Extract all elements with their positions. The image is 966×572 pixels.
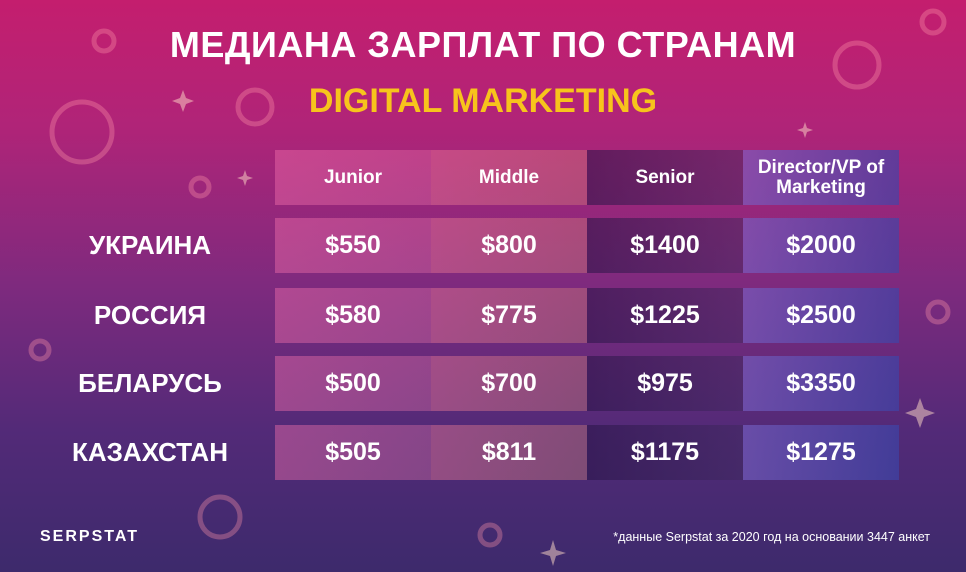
salary-cell: $975 [587,356,743,411]
salary-cell: $1175 [587,425,743,480]
salary-cell: $1225 [587,288,743,343]
salary-cell: $3350 [743,356,899,411]
salary-cell: $700 [431,356,587,411]
salary-cell: $811 [431,425,587,480]
column-header: Junior [275,150,431,205]
subtitle: DIGITAL MARKETING [308,82,658,120]
salary-cell: $1400 [587,218,743,273]
salary-cell: $2000 [743,218,899,273]
row-label: БЕЛАРУСЬ [78,368,222,398]
row-label: КАЗАХСТАН [72,437,228,467]
row-label: РОССИЯ [93,300,207,330]
salary-cell: $1275 [743,425,899,480]
footnote: *данные Serpstat за 2020 год на основани… [613,530,930,544]
column-header: Senior [587,150,743,205]
salary-cell: $580 [275,288,431,343]
column-header: Middle [431,150,587,205]
logo: SERPSTAT [40,528,139,545]
salary-cell: $775 [431,288,587,343]
salary-cell: $800 [431,218,587,273]
salary-cell: $500 [275,356,431,411]
salary-cell: $505 [275,425,431,480]
salary-cell: $2500 [743,288,899,343]
title: МЕДИАНА ЗАРПЛАТ ПО СТРАНАМ [169,24,797,65]
row-label: УКРАИНА [88,230,212,260]
column-header: Director/VP of Marketing [743,150,899,205]
salary-cell: $550 [275,218,431,273]
